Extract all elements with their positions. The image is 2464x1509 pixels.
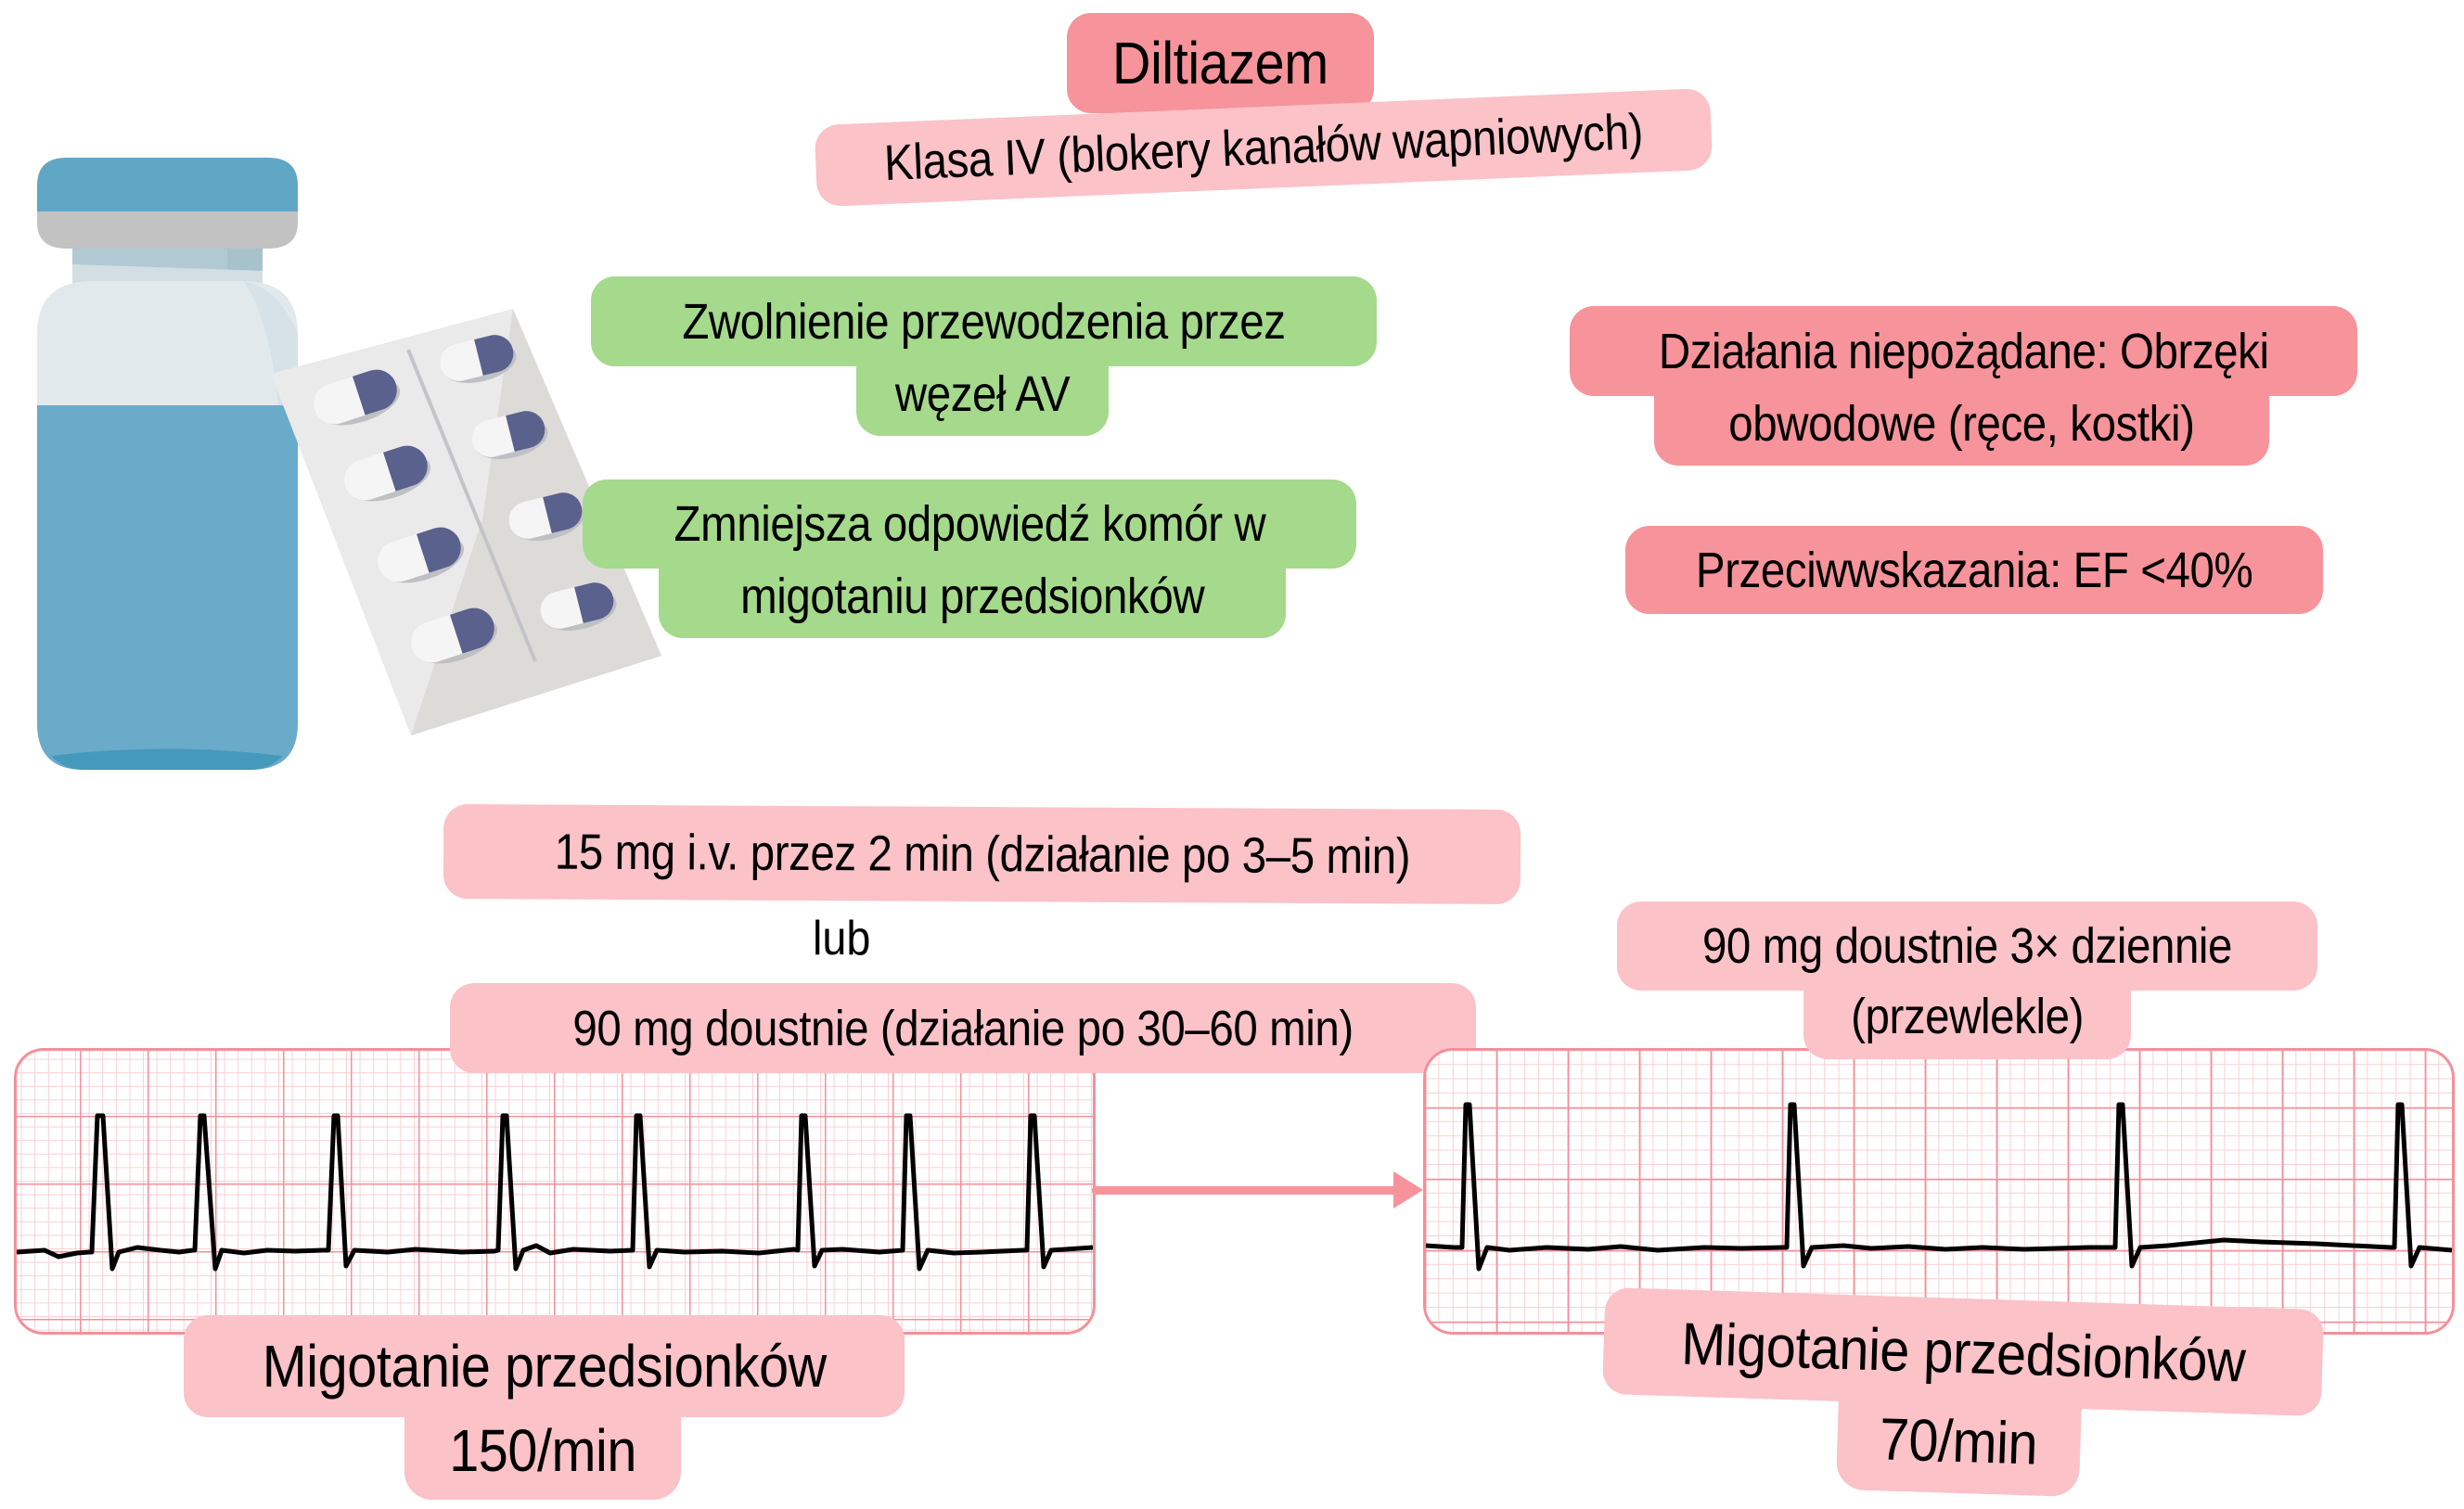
dose-iv-badge: 15 mg i.v. przez 2 min (działanie po 3–5… [443, 803, 1521, 905]
ecg-after-label-line2: 70/min [1835, 1385, 2083, 1498]
ecg-strip-after [1423, 1048, 2455, 1335]
dose-oral-chronic-line2: (przewlekle) [1803, 974, 2131, 1059]
ecg-after-label: Migotanie przedsionków 70/min [1599, 1286, 2325, 1509]
mechanism-2-line2: migotaniu przedsionków [659, 555, 1286, 638]
drug-title-text: Diltiazem [1112, 30, 1328, 96]
right-arrow-icon [1092, 1186, 1400, 1195]
side-effects-line2: obwodowe (ręce, kostki) [1654, 382, 2269, 466]
ecg-strip-before [14, 1048, 1096, 1335]
dose-oral-acute-badge: 90 mg doustnie (działanie po 30–60 min) [450, 983, 1476, 1073]
mechanism-2-line1: Zmniejsza odpowiedź komór w [583, 480, 1356, 569]
or-label: lub [813, 912, 871, 966]
pill-blister-pack-icon [271, 309, 661, 735]
drug-class-text: Klasa IV (blokery kanałów wapniowych) [882, 103, 1645, 192]
contraindications-badge: Przeciwwskazania: EF <40% [1625, 526, 2323, 614]
mechanism-1-line1: Zwolnienie przewodzenia przez [591, 276, 1377, 366]
ecg-grid-before [17, 1051, 1093, 1332]
ecg-before-label-line2: 150/min [404, 1400, 681, 1500]
side-effects-line1: Działania niepożądane: Obrzęki [1570, 306, 2357, 396]
arrow-head-icon [1393, 1171, 1423, 1208]
mechanism-1-line2: węzeł AV [856, 352, 1109, 436]
drug-class-badge: Klasa IV (blokery kanałów wapniowych) [814, 87, 1713, 208]
ecg-before-label-line1: Migotanie przedsionków [184, 1315, 905, 1417]
drug-title: Diltiazem [1067, 13, 1374, 113]
ecg-grid-after [1426, 1051, 2452, 1332]
